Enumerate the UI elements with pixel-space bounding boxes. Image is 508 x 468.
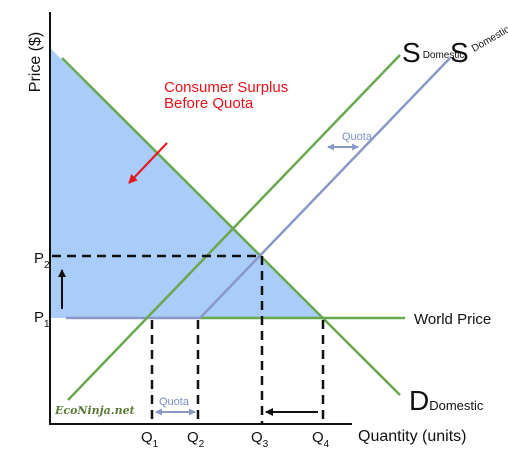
supply-domestic-label: S Domestic — [402, 37, 464, 68]
consumer-surplus-annotation-line2: Before Quota — [164, 95, 254, 112]
quota-label-upper: Quota — [342, 131, 373, 143]
supply-domestic-curve — [67, 54, 401, 401]
dashed-guides — [52, 254, 325, 424]
quantity-label-q2: Q2 — [187, 429, 205, 450]
supply-quota-label: S — [450, 37, 469, 68]
quota-label-lower: Quota — [159, 396, 190, 408]
y-axis-label: Price ($) — [27, 32, 44, 92]
demand-domestic-label: DDomestic — [409, 385, 484, 416]
consumer-surplus-annotation-line1: Consumer Surplus — [164, 79, 288, 96]
demand-curve — [61, 57, 401, 396]
price-label-p1: P1 — [34, 309, 50, 330]
supply-quota-sub-label: Domestic+Quota — [470, 7, 508, 54]
econinja-watermark: EcoNinja.net — [54, 404, 135, 417]
quantity-label-q1: Q1 — [141, 429, 159, 450]
price-label-p2: P2 — [34, 250, 50, 271]
quantity-label-q3: Q3 — [251, 429, 269, 450]
x-axis-label: Quantity (units) — [358, 428, 466, 445]
annotation-arrow — [128, 142, 168, 184]
supply-quota-curve — [199, 57, 451, 319]
world-price-label: World Price — [414, 311, 491, 328]
quantity-label-q4: Q4 — [312, 429, 330, 450]
